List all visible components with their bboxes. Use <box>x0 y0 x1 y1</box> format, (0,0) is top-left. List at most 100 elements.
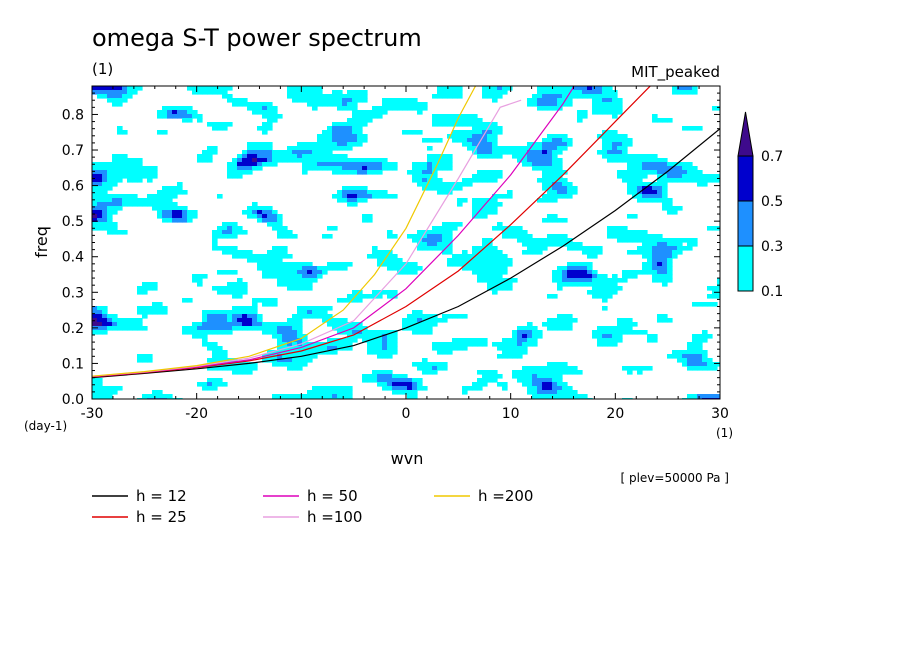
heatmap-cell <box>652 190 658 195</box>
heatmap-cell <box>497 278 503 283</box>
heatmap-cell <box>587 250 593 255</box>
heatmap-cell <box>97 162 103 167</box>
heatmap-cell <box>592 94 598 99</box>
heatmap-cell <box>362 118 368 123</box>
heatmap-cell <box>567 326 573 331</box>
heatmap-cell <box>352 166 358 171</box>
heatmap-cell <box>557 138 563 143</box>
heatmap-cell <box>197 282 203 287</box>
heatmap-cell <box>217 90 223 95</box>
heatmap-cell <box>312 346 318 351</box>
heatmap-cell <box>692 366 698 371</box>
heatmap-cell <box>287 286 293 291</box>
heatmap-cell <box>257 102 263 107</box>
heatmap-cell <box>272 210 278 215</box>
heatmap-cell <box>342 102 348 107</box>
heatmap-cell <box>557 378 563 383</box>
heatmap-cell <box>372 334 378 339</box>
heatmap-cell <box>362 134 368 139</box>
heatmap-cell <box>422 246 428 251</box>
heatmap-cell <box>357 190 363 195</box>
heatmap-cell <box>382 386 388 391</box>
heatmap-cell <box>297 318 303 323</box>
heatmap-cell <box>292 322 298 327</box>
heatmap-cell <box>532 374 538 379</box>
heatmap-cell <box>532 326 538 331</box>
heatmap-cell <box>647 194 653 199</box>
heatmap-cell <box>302 358 308 363</box>
heatmap-cell <box>667 166 673 171</box>
heatmap-cell <box>177 214 183 219</box>
heatmap-cell <box>692 358 698 363</box>
heatmap-cell <box>642 238 648 243</box>
heatmap-cell <box>617 230 623 235</box>
heatmap-cell <box>262 214 268 219</box>
heatmap-cell <box>287 266 293 271</box>
heatmap-cell <box>102 330 108 335</box>
heatmap-cell <box>247 326 253 331</box>
heatmap-cell <box>412 390 418 395</box>
heatmap-cell <box>212 358 218 363</box>
heatmap-cell <box>457 342 463 347</box>
heatmap-cell <box>247 214 253 219</box>
heatmap-cell <box>282 394 288 399</box>
heatmap-cell <box>252 362 258 367</box>
heatmap-cell <box>617 318 623 323</box>
heatmap-cell <box>552 294 558 299</box>
heatmap-cell <box>542 382 548 387</box>
heatmap-cell <box>212 146 218 151</box>
heatmap-cell <box>562 274 568 279</box>
heatmap-cell <box>232 170 238 175</box>
heatmap-cell <box>302 266 308 271</box>
heatmap-cell <box>507 150 513 155</box>
heatmap-cell <box>127 90 133 95</box>
heatmap-cell <box>557 382 563 387</box>
heatmap-cell <box>477 338 483 343</box>
heatmap-cell <box>212 238 218 243</box>
heatmap-cell <box>382 106 388 111</box>
heatmap-cell <box>127 94 133 99</box>
heatmap-cell <box>482 122 488 127</box>
heatmap-cell <box>582 270 588 275</box>
heatmap-cell <box>642 182 648 187</box>
heatmap-cell <box>227 234 233 239</box>
heatmap-cell <box>547 194 553 199</box>
heatmap-cell <box>387 378 393 383</box>
heatmap-cell <box>467 138 473 143</box>
heatmap-cell <box>172 202 178 207</box>
heatmap-cell <box>102 190 108 195</box>
heatmap-cell <box>237 158 243 163</box>
heatmap-cell <box>357 186 363 191</box>
heatmap-cell <box>212 126 218 131</box>
heatmap-cell <box>242 290 248 295</box>
heatmap-cell <box>382 250 388 255</box>
heatmap-cell <box>437 190 443 195</box>
heatmap-cell <box>327 226 333 231</box>
heatmap-cell <box>662 202 668 207</box>
heatmap-cell <box>427 166 433 171</box>
heatmap-cell <box>642 270 648 275</box>
heatmap-cell <box>632 234 638 239</box>
heatmap-cell <box>162 202 168 207</box>
heatmap-cell <box>472 342 478 347</box>
heatmap-cell <box>432 342 438 347</box>
heatmap-cell <box>567 238 573 243</box>
heatmap-cell <box>112 166 118 171</box>
heatmap-cell <box>207 150 213 155</box>
heatmap-cell <box>202 382 208 387</box>
heatmap-cell <box>502 226 508 231</box>
heatmap-cell <box>97 90 103 95</box>
heatmap-cell <box>672 254 678 259</box>
heatmap-cell <box>367 170 373 175</box>
heatmap-cell <box>272 150 278 155</box>
heatmap-cell <box>117 102 123 107</box>
heatmap-cell <box>262 270 268 275</box>
heatmap-cell <box>302 262 308 267</box>
heatmap-cell <box>332 326 338 331</box>
heatmap-cell <box>717 174 720 179</box>
heatmap-cell <box>412 170 418 175</box>
heatmap-cell <box>312 90 318 95</box>
heatmap-cell <box>247 310 253 315</box>
heatmap-cell <box>357 126 363 131</box>
heatmap-cell <box>557 134 563 139</box>
